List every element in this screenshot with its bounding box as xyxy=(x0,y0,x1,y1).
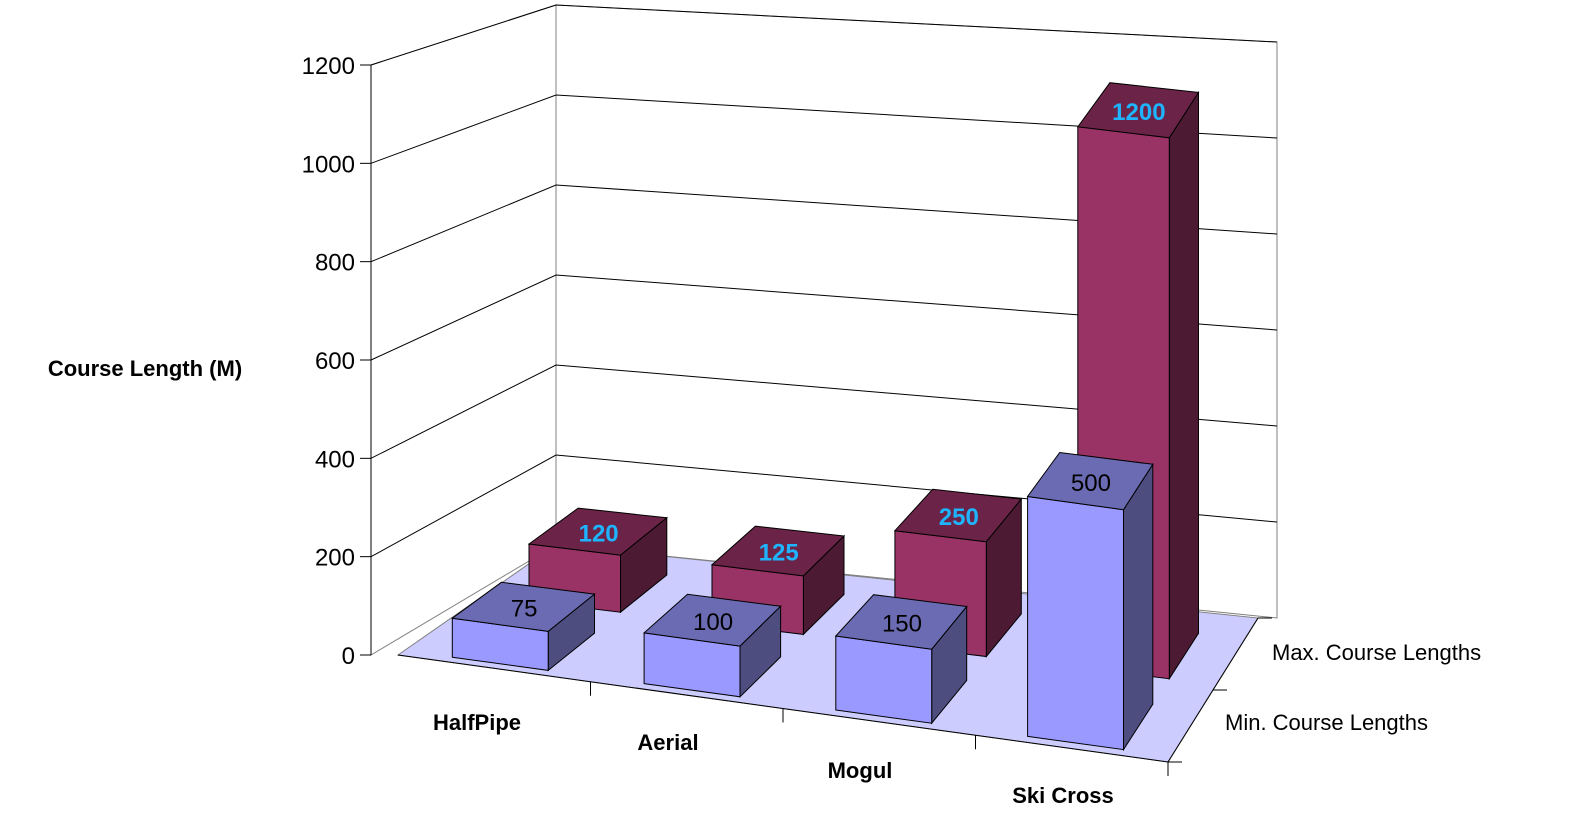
max-bar: 125 xyxy=(710,525,846,636)
bar-top-face xyxy=(451,581,596,632)
max-value-label: 120 xyxy=(579,520,619,547)
min-bar: 150 xyxy=(834,594,968,725)
bar-top-face xyxy=(1026,451,1154,511)
min-bar: 500 xyxy=(1026,451,1154,752)
bar-top-face xyxy=(642,593,782,647)
series-label: Min. Course Lengths xyxy=(1225,710,1428,735)
max-value-label: 1200 xyxy=(1112,99,1165,126)
y-tick-label: 400 xyxy=(315,446,355,473)
min-value-label: 100 xyxy=(693,609,733,636)
bar-top-face xyxy=(893,488,1023,543)
x-category-label: Mogul xyxy=(828,758,893,783)
bar-top-face xyxy=(527,507,669,556)
y-tick-label: 800 xyxy=(315,250,355,277)
max-value-label: 250 xyxy=(939,504,979,531)
bar-front-face xyxy=(835,635,933,724)
series-label: Max. Course Lengths xyxy=(1272,640,1481,665)
y-tick-label: 600 xyxy=(315,348,355,375)
bar-top-face xyxy=(834,594,968,650)
max-bar: 120 xyxy=(527,507,669,614)
min-bar: 75 xyxy=(451,581,596,672)
gridline xyxy=(370,4,1278,66)
gridline xyxy=(370,364,1278,459)
x-category-label: Aerial xyxy=(637,730,698,755)
bar-side-face xyxy=(1123,462,1154,752)
bar-side-face xyxy=(1168,90,1199,681)
max-value-label: 125 xyxy=(759,540,799,567)
bar-top-face xyxy=(710,525,846,577)
x-category-label: HalfPipe xyxy=(433,710,521,735)
x-category-label: Ski Cross xyxy=(1012,783,1114,808)
gridline xyxy=(370,184,1278,263)
y-tick-label: 0 xyxy=(342,643,355,670)
gridline xyxy=(370,274,1278,361)
bar-top-face xyxy=(1076,82,1200,139)
min-value-label: 75 xyxy=(511,595,538,622)
y-tick-label: 200 xyxy=(315,545,355,572)
min-value-label: 150 xyxy=(882,611,922,638)
bar-front-face xyxy=(1027,495,1124,751)
y-tick-label: 1200 xyxy=(302,53,355,80)
gridline xyxy=(370,94,1278,164)
y-tick-label: 1000 xyxy=(302,151,355,178)
min-bar: 100 xyxy=(642,593,782,698)
min-value-label: 500 xyxy=(1071,470,1111,497)
side-wall xyxy=(370,4,557,656)
y-axis-title: Course Length (M) xyxy=(48,356,242,381)
